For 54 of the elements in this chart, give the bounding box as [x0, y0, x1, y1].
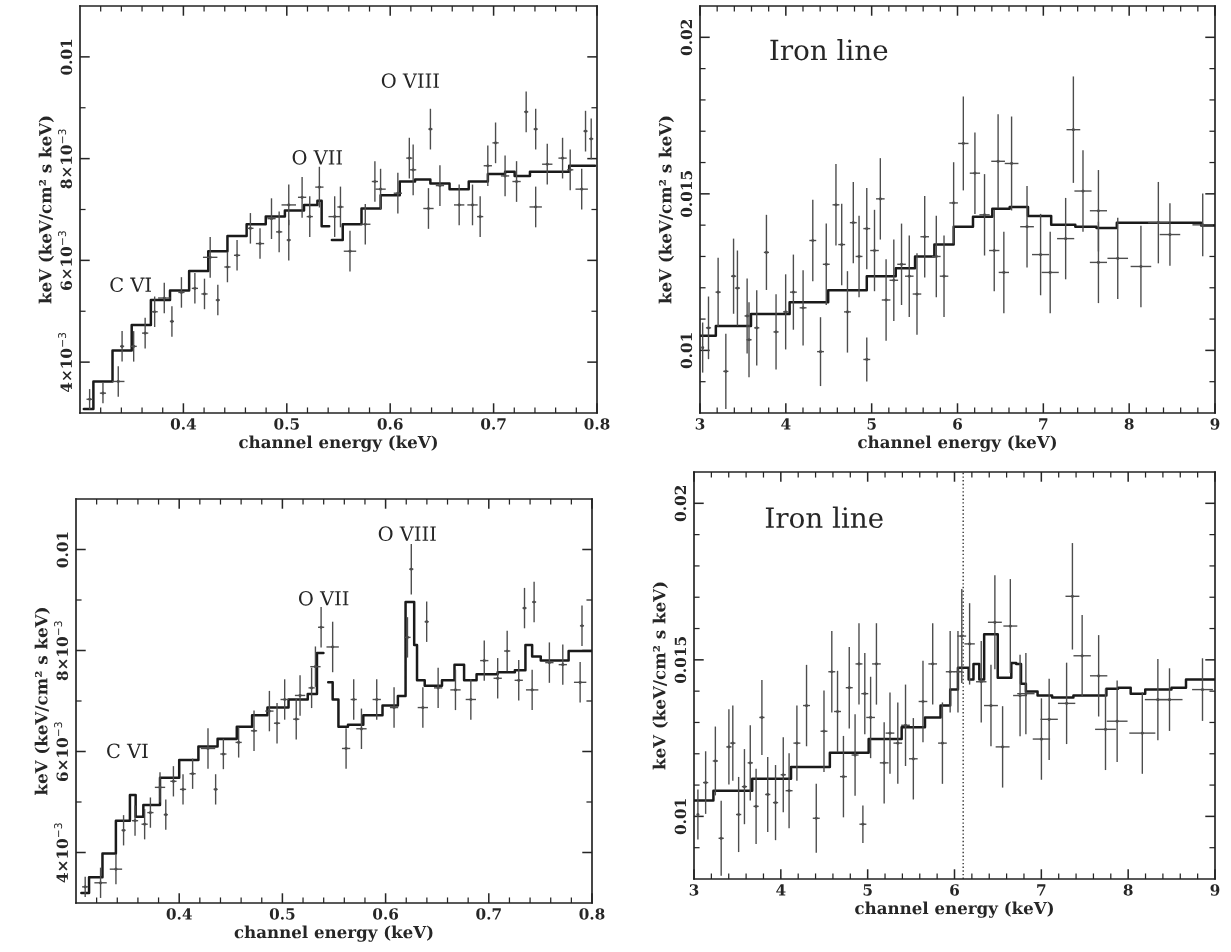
- annotation: O VII: [292, 149, 342, 165]
- annotation: O VII: [299, 590, 349, 606]
- y-axis-title: keV (keV/cm² s keV): [658, 116, 674, 304]
- y-tick-label: 0.01: [674, 799, 687, 835]
- y-tick-label: 0.01: [680, 333, 693, 369]
- x-tick-label: 0.7: [481, 418, 506, 430]
- y-axis-title: keV (keV/cm² s keV): [652, 582, 668, 770]
- annotation: O VIII: [381, 73, 439, 88]
- y-tick-label: 0.015: [674, 637, 687, 684]
- x-axis-title: channel energy (keV): [234, 925, 433, 942]
- y-tick-label: 8×10$^{−3}$: [58, 129, 73, 189]
- x-tick-label: 4: [776, 884, 786, 896]
- x-tick-label: 0.4: [170, 418, 197, 430]
- y-tick-label: 0.02: [674, 486, 687, 522]
- x-tick-label: 0.7: [476, 908, 501, 920]
- x-tick-label: 5: [867, 418, 876, 430]
- y-tick-label: 0.01: [56, 532, 69, 568]
- y-tick-label: 6×10$^{−3}$: [54, 722, 69, 782]
- x-tick-label: 3: [695, 418, 705, 430]
- x-tick-label: 0.8: [584, 418, 610, 430]
- y-tick-label: 0.01: [60, 39, 73, 75]
- x-tick-label: 0.8: [579, 908, 605, 920]
- y-axis-title: keV (keV/cm² s keV): [34, 608, 50, 795]
- x-tick-label: 5: [863, 884, 872, 896]
- x-tick-label: 0.5: [269, 908, 295, 920]
- x-tick-label: 8: [1124, 418, 1134, 430]
- x-tick-label: 4: [781, 418, 791, 430]
- y-tick-label: 4×10$^{−3}$: [58, 332, 73, 393]
- x-tick-label: 0.6: [377, 418, 403, 430]
- x-tick-label: 0.6: [373, 908, 399, 920]
- annotation: Iron line: [765, 506, 883, 529]
- y-axis-title: keV (keV/cm² s keV): [38, 116, 54, 304]
- y-tick-label: 4×10$^{−3}$: [54, 823, 69, 883]
- x-axis-title: channel energy (keV): [239, 435, 437, 452]
- annotation: C VI: [107, 743, 148, 759]
- x-tick-label: 9: [1210, 884, 1220, 896]
- annotation: C VI: [110, 277, 151, 293]
- y-tick-label: 0.015: [680, 171, 693, 218]
- x-tick-label: 6: [950, 884, 959, 896]
- x-tick-label: 8: [1123, 884, 1133, 896]
- y-tick-label: 0.02: [680, 20, 693, 56]
- x-axis-title: channel energy (keV): [855, 901, 1053, 918]
- x-tick-label: 7: [1039, 418, 1048, 430]
- x-tick-label: 9: [1210, 418, 1220, 430]
- annotation: O VIII: [378, 526, 436, 541]
- x-tick-label: 0.5: [274, 418, 299, 430]
- y-tick-label: 8×10$^{−3}$: [54, 621, 69, 681]
- x-axis-title: channel energy (keV): [858, 435, 1056, 452]
- x-tick-label: 0.4: [166, 908, 192, 920]
- x-tick-label: 3: [689, 884, 699, 896]
- x-tick-label: 7: [1037, 884, 1046, 896]
- y-tick-label: 6×10$^{−3}$: [58, 231, 73, 290]
- x-tick-label: 6: [953, 418, 962, 430]
- annotation: Iron line: [770, 38, 888, 61]
